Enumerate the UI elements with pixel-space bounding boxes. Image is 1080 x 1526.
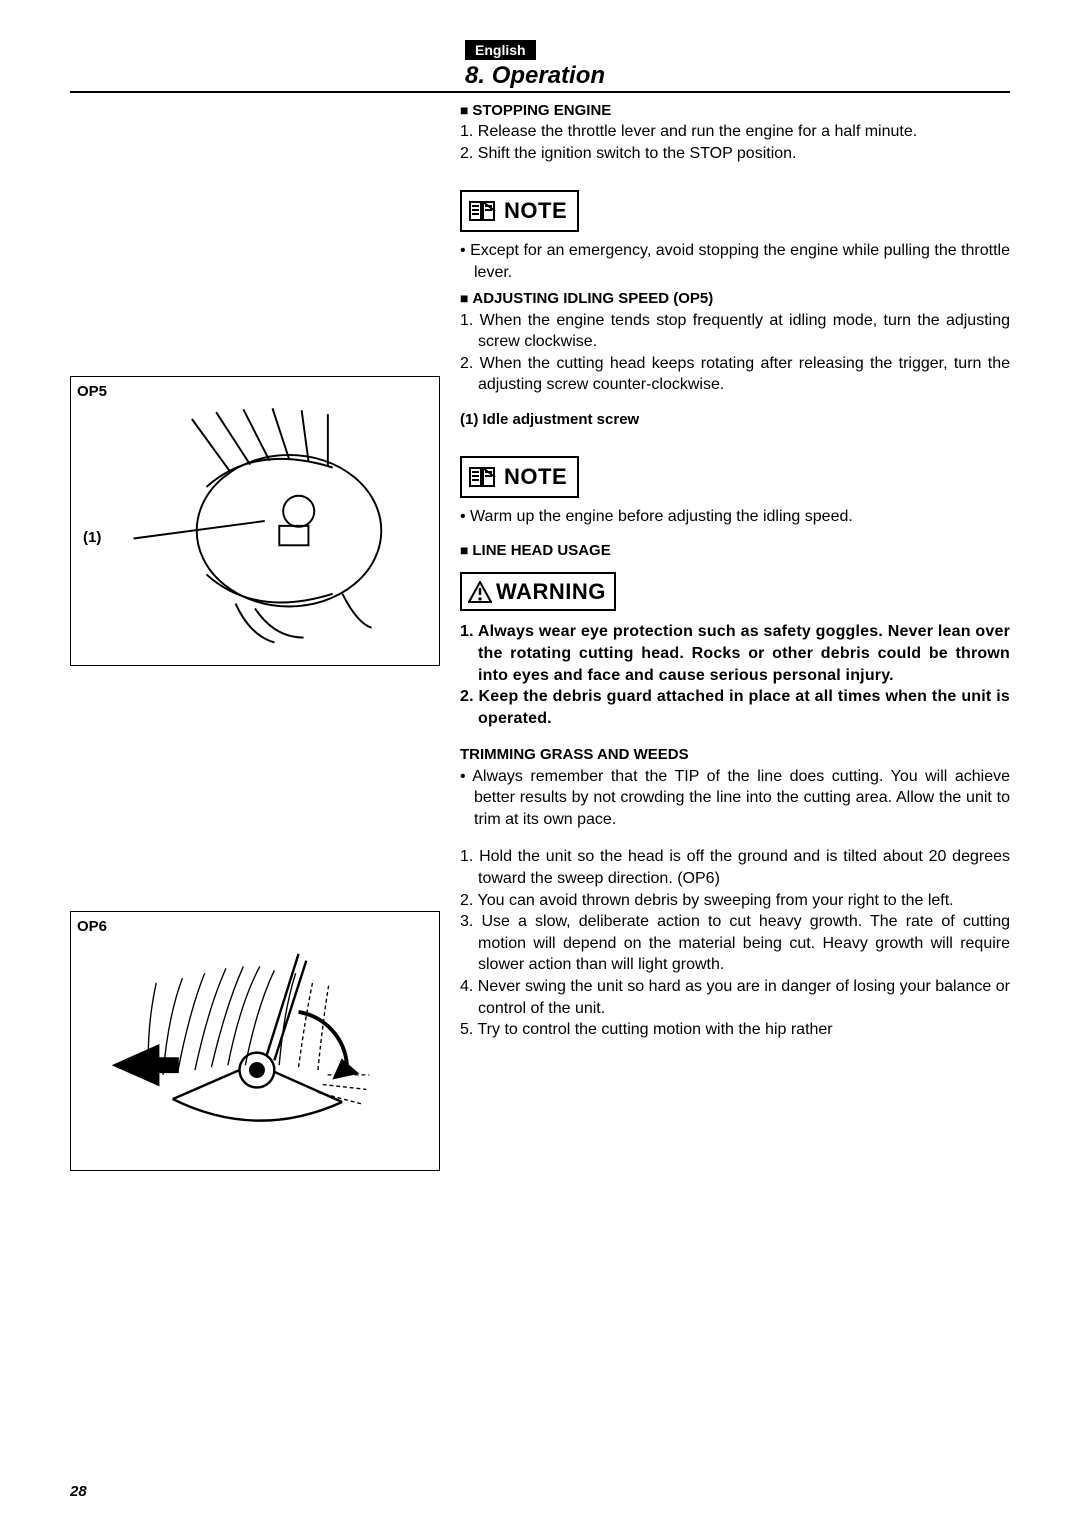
note-label: NOTE	[504, 462, 567, 492]
warning-box: WARNING	[460, 572, 616, 612]
note-box: NOTE	[460, 190, 579, 232]
header: English 8. Operation	[70, 40, 1010, 93]
list-item: 1. Hold the unit so the head is off the …	[460, 846, 1010, 889]
warning-list: 1. Always wear eye protection such as sa…	[460, 621, 1010, 729]
trimmer-head-icon	[79, 920, 431, 1162]
warning-label: WARNING	[496, 577, 606, 607]
list-item: 3. Use a slow, deliberate action to cut …	[460, 911, 1010, 976]
heading-text: STOPPING ENGINE	[472, 102, 611, 119]
section-title: 8. Operation	[465, 62, 1010, 90]
left-column: OP5 (1)	[70, 101, 440, 1171]
list-item: 2. When the cutting head keeps rotating …	[460, 353, 1010, 396]
list-item: Always remember that the TIP of the line…	[460, 766, 1010, 831]
right-column: ■ STOPPING ENGINE 1. Release the throttl…	[460, 101, 1010, 1171]
heading-text: LINE HEAD USAGE	[472, 542, 610, 559]
adjusting-list: 1. When the engine tends stop frequently…	[460, 310, 1010, 396]
section-name: Operation	[492, 62, 605, 89]
language-badge: English	[465, 40, 536, 60]
figure-op6: OP6	[70, 911, 440, 1171]
figure-label: OP5	[77, 383, 107, 400]
list-item: 2. Shift the ignition switch to the STOP…	[460, 143, 1010, 165]
list-item: 2. Keep the debris guard attached in pla…	[460, 686, 1010, 729]
content: OP5 (1)	[70, 101, 1010, 1171]
section-number: 8.	[465, 62, 485, 89]
warning-icon	[468, 581, 492, 603]
heading-text: ADJUSTING IDLING SPEED (OP5)	[472, 290, 713, 307]
list-item: 1. When the engine tends stop frequently…	[460, 310, 1010, 353]
note-icon	[468, 199, 498, 223]
note-text: Warm up the engine before adjusting the …	[460, 506, 1010, 528]
square-bullet-icon: ■	[460, 102, 472, 118]
divider	[70, 91, 1010, 93]
figure-callout: (1)	[83, 529, 101, 546]
list-item: 2. You can avoid thrown debris by sweepi…	[460, 890, 1010, 912]
trimming-heading: TRIMMING GRASS AND WEEDS	[460, 745, 1010, 765]
stopping-engine-list: 1. Release the throttle lever and run th…	[460, 121, 1010, 164]
figure-label: OP6	[77, 918, 107, 935]
adjusting-heading: ■ ADJUSTING IDLING SPEED (OP5)	[460, 289, 1010, 309]
note-content: Except for an emergency, avoid stopping …	[460, 240, 1010, 283]
figure-op5: OP5 (1)	[70, 376, 440, 666]
note-icon	[468, 465, 498, 489]
note-text: Except for an emergency, avoid stopping …	[460, 240, 1010, 283]
list-item: 4. Never swing the unit so hard as you a…	[460, 976, 1010, 1019]
list-item: 5. Try to control the cutting motion wit…	[460, 1019, 1010, 1041]
idle-screw-label: (1) Idle adjustment screw	[460, 410, 1010, 430]
engine-diagram-icon	[79, 385, 431, 657]
note-box: NOTE	[460, 456, 579, 498]
line-head-heading: ■ LINE HEAD USAGE	[460, 541, 1010, 561]
note-content: Warm up the engine before adjusting the …	[460, 506, 1010, 528]
list-item: 1. Release the throttle lever and run th…	[460, 121, 1010, 143]
page-number: 28	[70, 1483, 87, 1500]
trimming-list: 1. Hold the unit so the head is off the …	[460, 846, 1010, 1040]
trimming-bullet: Always remember that the TIP of the line…	[460, 766, 1010, 831]
stopping-engine-heading: ■ STOPPING ENGINE	[460, 101, 1010, 121]
square-bullet-icon: ■	[460, 290, 472, 306]
list-item: 1. Always wear eye protection such as sa…	[460, 621, 1010, 686]
note-label: NOTE	[504, 196, 567, 226]
square-bullet-icon: ■	[460, 542, 472, 558]
